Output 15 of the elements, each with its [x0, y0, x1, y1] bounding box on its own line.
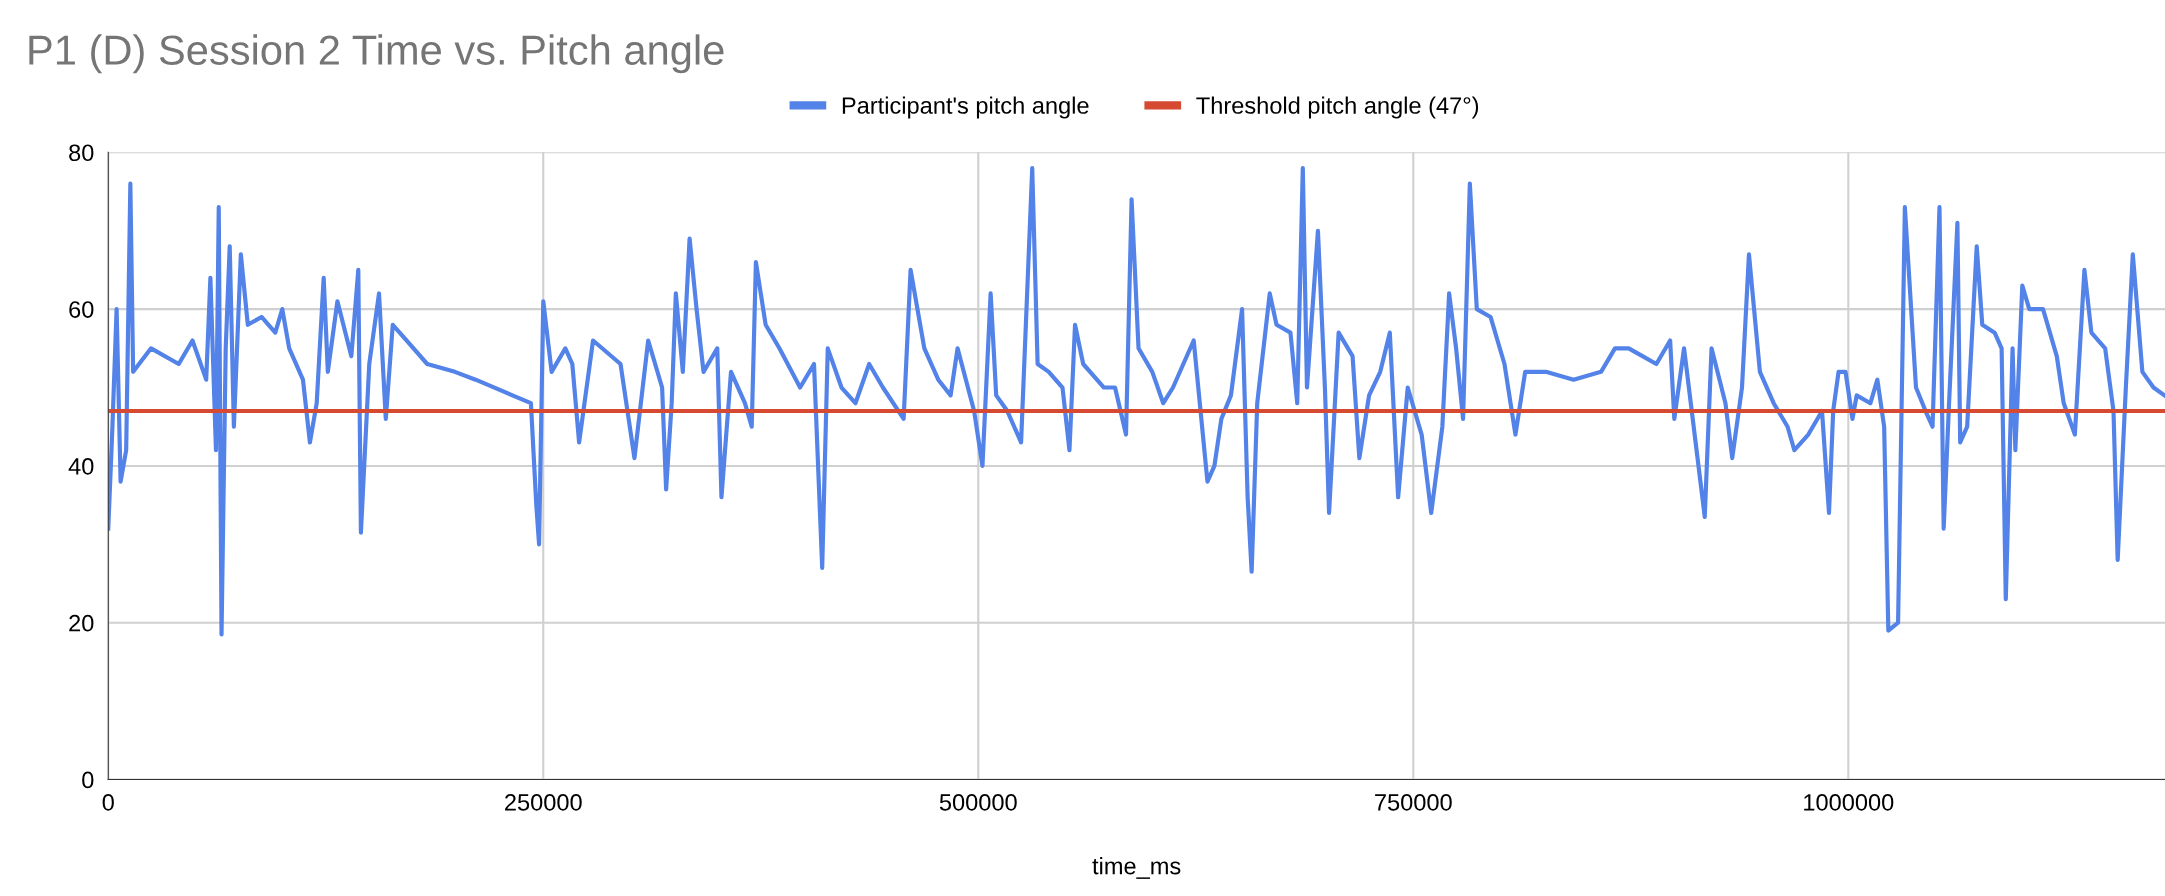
y-tick-label: 80: [69, 144, 94, 162]
y-tick-label: 40: [68, 457, 94, 475]
x-axis-title: time_ms: [1092, 857, 1181, 879]
y-tick-label: 60: [69, 301, 94, 318]
x-tick-label: 500000: [939, 794, 1017, 811]
chart-title: P1 (D) Session 2 Time vs. Pitch angle: [29, 34, 724, 74]
line-series: [108, 165, 2165, 637]
legend-label: Participant's pitch angle: [842, 96, 1089, 119]
y-tick-label: 0: [82, 771, 94, 789]
y-tick-label: 20: [69, 614, 94, 632]
x-tick-label: 250000: [505, 794, 582, 811]
x-tick-label: 1000000: [1804, 794, 1894, 811]
x-tick-label: 0: [102, 794, 114, 811]
legend-label: Threshold pitch angle (47°): [1196, 96, 1479, 119]
x-tick-label: 750000: [1375, 794, 1452, 811]
